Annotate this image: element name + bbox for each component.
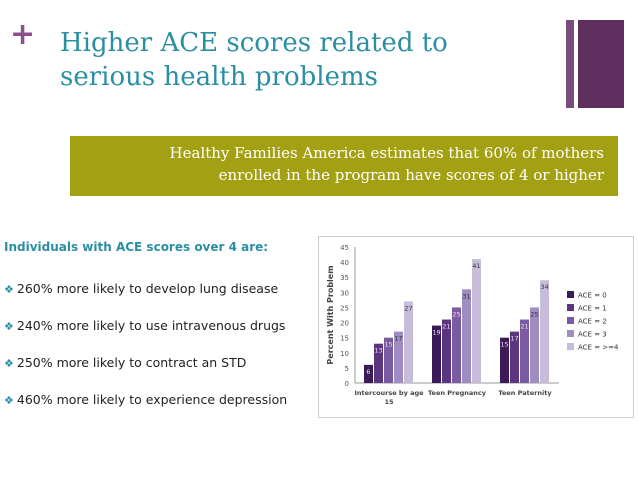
y-tick-label: 10 xyxy=(340,350,349,358)
list-item: ❖ 460% more likely to experience depressi… xyxy=(4,392,324,429)
bar xyxy=(394,331,403,383)
legend-label: ACE = >=4 xyxy=(578,344,619,352)
x-tick-label: 15 xyxy=(384,398,394,406)
legend-swatch xyxy=(567,317,574,324)
legend-swatch xyxy=(567,291,574,298)
data-label: 19 xyxy=(432,329,440,337)
list-item: ❖ 250% more likely to contract an STD xyxy=(4,355,324,392)
bar xyxy=(462,289,471,383)
title-line-1: Higher ACE scores related to xyxy=(60,28,448,58)
diamond-bullet-icon: ❖ xyxy=(4,283,14,296)
data-label: 13 xyxy=(374,347,382,355)
y-tick-label: 40 xyxy=(340,259,349,267)
bar xyxy=(530,307,539,383)
y-tick-label: 20 xyxy=(340,320,349,328)
banner-line-1: Healthy Families America estimates that … xyxy=(169,144,604,162)
slide-title: Higher ACE scores related to serious hea… xyxy=(60,26,540,94)
bar xyxy=(510,331,519,383)
diamond-bullet-icon: ❖ xyxy=(4,357,14,370)
risk-list: ❖ 260% more likely to develop lung diseas… xyxy=(4,281,324,429)
bar xyxy=(520,319,529,383)
data-label: 31 xyxy=(462,292,470,300)
data-label: 34 xyxy=(540,283,548,291)
y-axis-label: Percent With Problem xyxy=(326,265,335,364)
ace-bar-chart: 0 5 10 15 20 25 30 35 40 45 Percent With Problem 6 1… xyxy=(318,236,634,418)
data-label: 27 xyxy=(404,304,412,312)
x-tick-label: Teen Pregnancy xyxy=(428,389,487,397)
y-tick-label: 25 xyxy=(340,304,349,312)
data-label: 17 xyxy=(510,335,518,343)
data-label: 15 xyxy=(500,341,508,349)
y-tick-label: 35 xyxy=(340,274,349,282)
data-label: 17 xyxy=(394,335,402,343)
y-tick-label: 15 xyxy=(340,335,349,343)
data-label: 25 xyxy=(452,310,460,318)
legend-label: ACE = 0 xyxy=(578,292,607,300)
intro-text: Individuals with ACE scores over 4 are: xyxy=(4,240,269,254)
list-item-text: 460% more likely to experience depressio… xyxy=(16,392,288,407)
y-tick-label: 30 xyxy=(340,289,349,297)
data-label: 21 xyxy=(520,323,528,331)
banner-line-2: enrolled in the program have scores of 4… xyxy=(218,166,604,184)
diamond-bullet-icon: ❖ xyxy=(4,320,14,333)
bar xyxy=(374,343,383,383)
highlight-banner: Healthy Families America estimates that … xyxy=(70,136,618,196)
legend-swatch xyxy=(567,330,574,337)
x-tick-label: Intercourse by age xyxy=(354,389,424,397)
list-item-text: 240% more likely to use intravenous drug… xyxy=(16,318,286,333)
data-label: 15 xyxy=(384,341,392,349)
data-label: 21 xyxy=(442,323,450,331)
bar xyxy=(442,319,451,383)
bar xyxy=(452,307,461,383)
list-item: ❖ 260% more likely to develop lung diseas… xyxy=(4,281,324,318)
list-item-text: 250% more likely to contract an STD xyxy=(16,355,247,370)
y-tick-label: 5 xyxy=(345,365,349,373)
legend-label: ACE = 1 xyxy=(578,305,607,313)
bar xyxy=(432,325,441,383)
decorative-bar-wide xyxy=(578,20,624,108)
legend-label: ACE = 3 xyxy=(578,331,607,339)
title-line-2: serious health problems xyxy=(60,62,378,92)
list-item-text: 260% more likely to develop lung disease xyxy=(16,281,279,296)
legend-swatch xyxy=(567,343,574,350)
legend-swatch xyxy=(567,304,574,311)
bar xyxy=(364,364,373,383)
y-tick-label: 0 xyxy=(345,380,349,388)
x-tick-label: Teen Paternity xyxy=(498,389,552,397)
plus-icon: + xyxy=(10,17,36,52)
chart-svg: 0 5 10 15 20 25 30 35 40 45 Percent With Problem 6 1… xyxy=(326,244,619,406)
data-label: 6 xyxy=(366,368,370,376)
diamond-bullet-icon: ❖ xyxy=(4,394,14,407)
data-label: 25 xyxy=(530,310,538,318)
bar xyxy=(472,259,481,383)
list-item: ❖ 240% more likely to use intravenous dru… xyxy=(4,318,324,355)
bar xyxy=(384,337,393,383)
bar xyxy=(404,301,413,383)
decorative-bar-thin xyxy=(566,20,574,108)
data-label: 41 xyxy=(472,262,480,270)
legend-label: ACE = 2 xyxy=(578,318,607,326)
y-tick-label: 45 xyxy=(340,244,349,252)
bar xyxy=(540,280,549,383)
bar xyxy=(500,337,509,383)
